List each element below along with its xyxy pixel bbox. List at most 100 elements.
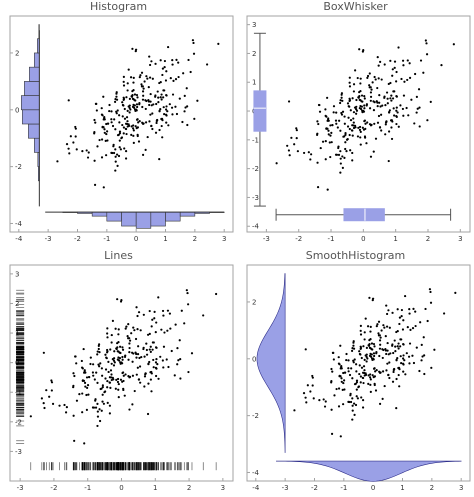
data-point [361,399,365,402]
data-point [340,380,343,383]
data-point [363,107,366,110]
data-point [148,360,151,364]
data-point [418,369,421,373]
data-point [368,296,371,299]
data-point [331,123,334,127]
y-tick-label: 2 [252,50,256,58]
data-point [372,342,376,346]
data-point [353,106,357,109]
data-point [75,362,78,365]
data-point [147,100,151,103]
y-tick-label: 0 [252,355,256,363]
data-point [343,115,346,118]
data-point [131,89,134,93]
x-tick-label: 2 [187,484,191,492]
data-point [379,336,382,339]
data-point [383,326,386,329]
data-point [352,90,356,93]
data-point [92,363,95,366]
data-point [404,373,407,376]
data-point [117,396,120,399]
data-point [147,85,150,89]
data-point [366,76,369,80]
data-point [402,363,405,366]
data-point [159,81,162,84]
data-point [127,358,130,361]
data-point [395,122,398,126]
data-point [100,113,104,116]
data-point [138,365,142,368]
data-point [414,324,417,328]
data-point [392,351,395,355]
data-point [110,118,113,121]
data-point [371,297,375,300]
data-point [336,126,339,129]
data-point [352,341,355,344]
data-point [358,128,362,131]
data-point [56,160,59,163]
data-point [137,378,141,381]
data-point [114,327,117,330]
data-point [369,99,372,102]
data-point [340,377,343,380]
data-point [352,126,356,130]
data-point [351,159,354,162]
data-point [360,356,363,360]
data-point [377,320,381,323]
data-point [151,318,154,321]
data-point [316,186,320,189]
data-point [111,358,114,361]
data-point [113,100,117,103]
data-point [29,415,32,418]
panel-title: SmoothHistogram [305,249,406,262]
data-point [358,106,361,110]
data-point [58,404,61,407]
data-point [106,386,109,389]
data-point [83,371,86,374]
data-point [363,374,366,377]
panel-title: BoxWhisker [323,0,388,13]
data-point [83,442,86,445]
data-point [154,361,158,364]
data-point [165,121,168,124]
data-point [100,387,103,390]
data-point [397,46,400,49]
data-point [184,106,187,109]
data-point [113,350,116,353]
data-point [122,97,126,101]
data-point [162,345,166,348]
data-point [139,381,142,384]
data-point [385,304,388,307]
data-point [86,386,89,390]
data-point [295,136,298,140]
data-point [363,358,366,362]
data-point [84,385,87,388]
data-point [319,146,322,150]
data-point [89,356,92,359]
data-point [109,348,112,351]
data-point [137,345,140,348]
data-point [416,107,419,110]
data-point [392,107,395,110]
data-point [122,84,126,87]
data-point [96,145,99,148]
data-point [126,122,129,126]
data-point [86,156,90,159]
data-point [340,113,344,116]
y-tick-label: -2 [252,412,259,420]
data-point [95,109,98,112]
data-point [350,129,354,132]
data-point [131,47,134,50]
data-point [165,114,168,117]
x-tick-label: -1 [103,235,110,243]
data-point [322,398,325,401]
data-point [187,58,190,62]
data-point [330,432,334,435]
data-point [160,328,163,331]
data-point [378,94,381,97]
data-point [351,97,354,100]
data-point [385,312,389,316]
data-point [167,365,170,369]
data-point [359,77,362,80]
data-point [364,127,367,130]
